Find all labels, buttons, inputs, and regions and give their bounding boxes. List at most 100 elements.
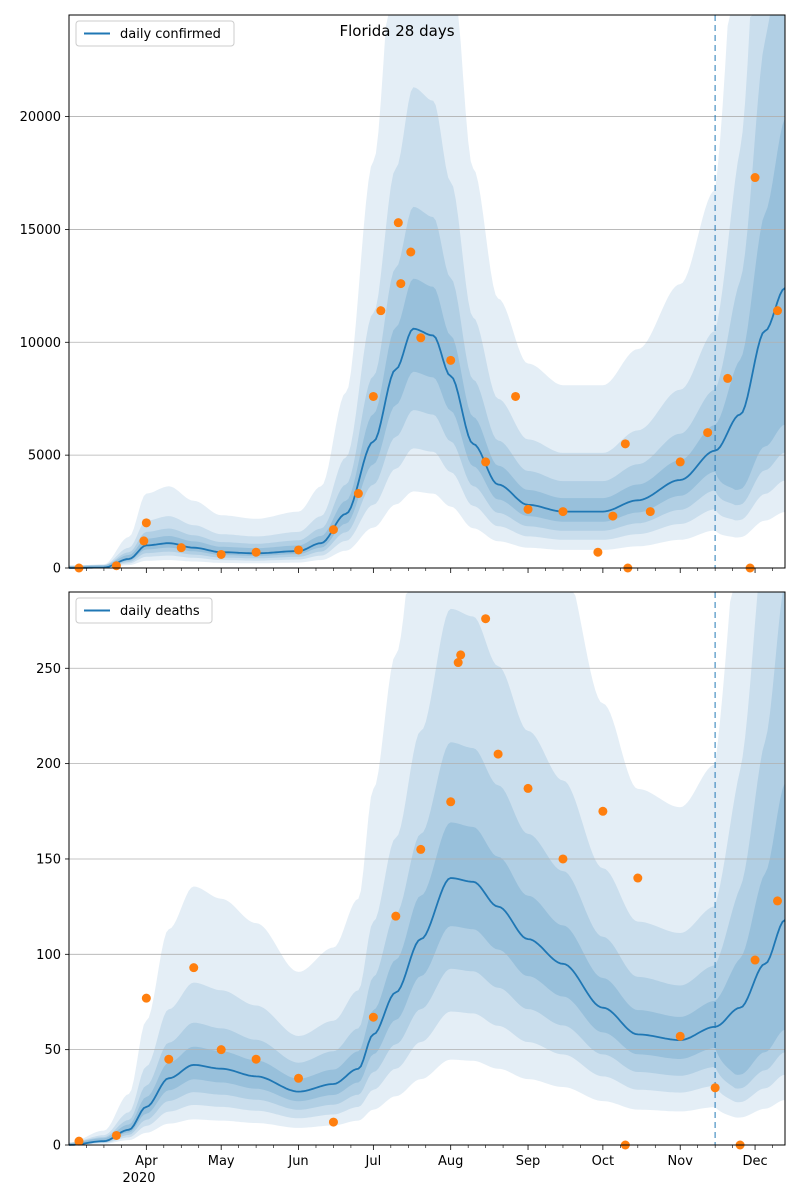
y-tick-label: 15000 bbox=[20, 223, 61, 238]
data-point bbox=[368, 1012, 378, 1022]
data-point bbox=[710, 1083, 720, 1093]
deaths-axes-frame bbox=[68, 591, 786, 1146]
x-tick-label: Sep bbox=[516, 1154, 541, 1169]
data-point bbox=[620, 439, 630, 449]
y-tick-label: 100 bbox=[36, 948, 61, 963]
x-tick-label: Jun bbox=[287, 1154, 308, 1169]
data-point bbox=[141, 518, 151, 528]
data-point bbox=[523, 783, 533, 793]
data-point bbox=[353, 489, 363, 499]
confirmed-legend-label: daily confirmed bbox=[120, 27, 221, 42]
deaths-legend: daily deaths bbox=[75, 597, 213, 624]
data-point bbox=[481, 614, 491, 624]
uncertainty-band bbox=[69, 592, 785, 1145]
data-point bbox=[74, 1136, 84, 1146]
data-point bbox=[216, 1045, 226, 1055]
x-tick-label: Nov bbox=[668, 1154, 694, 1169]
data-point bbox=[368, 391, 378, 401]
data-point bbox=[164, 1054, 174, 1064]
data-point bbox=[376, 306, 386, 316]
uncertainty-band bbox=[69, 782, 785, 1145]
x-tick-label: May bbox=[208, 1154, 235, 1169]
data-point bbox=[558, 507, 568, 517]
y-tick-label: 150 bbox=[36, 852, 61, 867]
confirmed-panel: 0 5000 10000 15000 20000 daily confirmed Flo… bbox=[20, 14, 786, 577]
y-tick-label: 0 bbox=[53, 562, 61, 577]
data-point bbox=[396, 279, 406, 289]
uncertainty-band bbox=[69, 15, 785, 568]
x-tick-label: Apr bbox=[135, 1154, 158, 1169]
y-tick-label: 10000 bbox=[20, 336, 61, 351]
uncertainty-band bbox=[69, 15, 785, 568]
deaths-y-ticks: 0 50 100 150 200 250 bbox=[36, 662, 69, 1154]
x-tick-label: Aug bbox=[438, 1154, 463, 1169]
data-point bbox=[294, 1073, 304, 1083]
deaths-x-ticks: Apr May Jun Jul Aug Sep Oct Nov Dec bbox=[86, 1145, 773, 1169]
data-point bbox=[558, 854, 568, 864]
data-point bbox=[416, 333, 426, 343]
y-tick-label: 20000 bbox=[20, 110, 61, 125]
y-tick-label: 50 bbox=[44, 1043, 61, 1058]
data-point bbox=[141, 993, 151, 1003]
confirmed-legend: daily confirmed bbox=[75, 20, 235, 47]
confirmed-data-points bbox=[74, 173, 783, 573]
confirmed-axes-frame bbox=[68, 14, 786, 569]
data-point bbox=[216, 549, 226, 559]
x-tick-label: Oct bbox=[592, 1154, 614, 1169]
uncertainty-band bbox=[69, 118, 785, 568]
y-tick-label: 200 bbox=[36, 757, 61, 772]
data-point bbox=[453, 658, 463, 668]
data-point bbox=[176, 543, 186, 553]
data-point bbox=[675, 1031, 685, 1041]
data-point bbox=[523, 504, 533, 514]
data-point bbox=[481, 457, 491, 467]
data-point bbox=[251, 1054, 261, 1064]
data-point bbox=[294, 545, 304, 555]
data-point bbox=[391, 911, 401, 921]
x-tick-label: Jul bbox=[365, 1154, 382, 1169]
data-point bbox=[493, 749, 503, 759]
confirmed-y-ticks: 0 5000 10000 15000 20000 bbox=[20, 110, 69, 577]
daily-deaths-line bbox=[68, 877, 786, 1146]
data-point bbox=[446, 797, 456, 807]
data-point bbox=[139, 536, 149, 546]
data-point bbox=[511, 391, 521, 401]
data-point bbox=[675, 457, 685, 467]
deaths-data-points bbox=[74, 614, 783, 1150]
deaths-legend-box bbox=[75, 597, 213, 624]
data-point bbox=[598, 806, 608, 816]
x-axis-year-label: 2020 bbox=[122, 1171, 155, 1186]
y-tick-label: 250 bbox=[36, 662, 61, 677]
data-point bbox=[393, 218, 403, 228]
data-point bbox=[645, 507, 655, 517]
data-point bbox=[251, 547, 261, 557]
data-point bbox=[328, 525, 338, 535]
deaths-uncertainty-bands bbox=[69, 592, 785, 1145]
data-point bbox=[608, 511, 618, 521]
uncertainty-band bbox=[69, 592, 785, 1145]
daily-confirmed-line bbox=[69, 287, 786, 569]
data-point bbox=[773, 306, 783, 316]
y-tick-label: 5000 bbox=[28, 449, 61, 464]
data-point bbox=[446, 355, 456, 365]
data-point bbox=[593, 547, 603, 557]
data-point bbox=[773, 896, 783, 906]
data-point bbox=[750, 173, 760, 183]
deaths-panel: 0 50 100 150 200 250 Apr May Jun Jul Aug Sep Oct Nov… bbox=[36, 591, 786, 1186]
data-point bbox=[456, 650, 466, 660]
data-point bbox=[328, 1117, 338, 1127]
data-point bbox=[111, 1130, 121, 1140]
x-tick-label: Dec bbox=[742, 1154, 767, 1169]
data-point bbox=[406, 247, 416, 257]
deaths-legend-label: daily deaths bbox=[120, 604, 200, 619]
data-point bbox=[703, 428, 713, 438]
data-point bbox=[189, 963, 199, 973]
confirmed-legend-box bbox=[75, 20, 235, 47]
chart-title: Florida 28 days bbox=[339, 22, 454, 40]
data-point bbox=[111, 561, 121, 571]
uncertainty-band bbox=[69, 592, 785, 1145]
confirmed-uncertainty-bands bbox=[69, 15, 785, 568]
uncertainty-band bbox=[69, 15, 785, 568]
data-point bbox=[633, 873, 643, 883]
